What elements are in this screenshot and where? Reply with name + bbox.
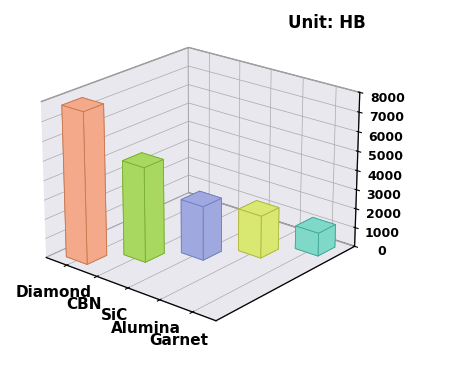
Text: Unit: HB: Unit: HB — [289, 15, 366, 32]
